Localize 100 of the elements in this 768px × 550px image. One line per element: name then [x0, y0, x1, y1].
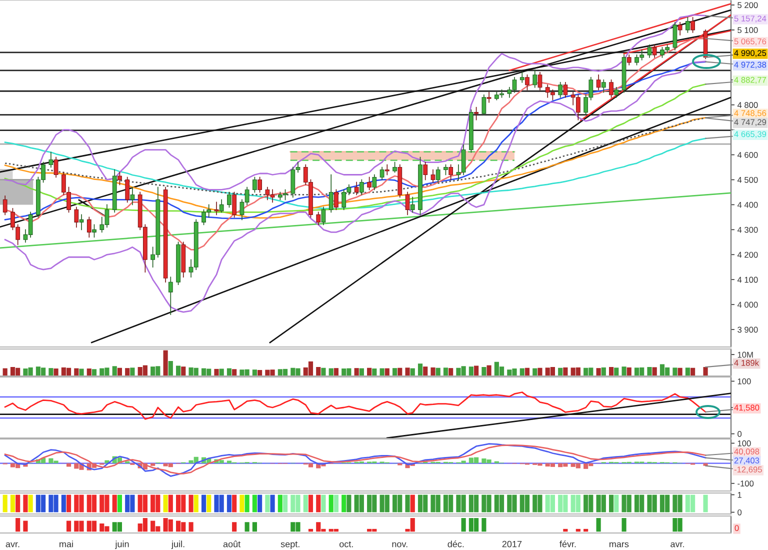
- candlestick: [626, 54, 632, 66]
- bar: [486, 365, 492, 376]
- bar: [316, 367, 321, 376]
- x-tick-label: févr.: [560, 540, 576, 548]
- bar: [232, 522, 237, 532]
- bar: [232, 369, 237, 376]
- bar: [461, 518, 466, 532]
- bar: [652, 367, 657, 376]
- candlestick: [410, 196, 415, 213]
- candlestick: [486, 92, 492, 103]
- bar: [252, 370, 257, 376]
- candlestick: [367, 176, 372, 190]
- candlestick: [258, 176, 262, 193]
- bar: [418, 364, 423, 376]
- x-tick-label: avr.: [6, 542, 20, 548]
- y-tick-label: 4 400: [737, 202, 758, 208]
- candlestick: [558, 82, 563, 98]
- annotation: 4 882,77: [734, 76, 766, 84]
- y-tick-label: 5 200: [738, 2, 758, 8]
- y-tick-label: 100: [738, 440, 751, 446]
- bar: [690, 368, 696, 376]
- bar: [678, 368, 682, 376]
- bar: [188, 522, 194, 532]
- candlestick: [430, 169, 436, 183]
- candlestick: [321, 206, 326, 226]
- candlestick: [652, 44, 657, 58]
- candlestick: [227, 192, 232, 208]
- bar: [16, 518, 20, 532]
- annotation: 4 747,29: [734, 119, 766, 126]
- bar: [219, 368, 224, 376]
- annotation: 4 189k: [734, 360, 760, 366]
- candlestick: [252, 176, 257, 193]
- bar: [244, 522, 250, 532]
- candlestick: [92, 224, 96, 238]
- bar: [423, 366, 428, 376]
- x-tick-label: 2017: [502, 540, 522, 548]
- candlestick: [482, 94, 486, 116]
- candlestick: [647, 44, 652, 58]
- x-tick-label: mai: [60, 540, 73, 548]
- annotation: 27,403: [734, 458, 760, 464]
- bar: [125, 368, 130, 376]
- y-tick-label: 100: [738, 378, 751, 384]
- candlestick: [384, 164, 390, 176]
- bar: [482, 367, 486, 376]
- candlestick: [214, 202, 219, 216]
- candlestick: [474, 106, 478, 120]
- y-tick-label: 1: [738, 492, 742, 498]
- candlestick: [359, 179, 364, 196]
- candlestick: [678, 22, 682, 36]
- bar: [372, 368, 377, 376]
- candlestick: [316, 212, 321, 226]
- candlestick: [596, 74, 601, 90]
- y-tick-label: 0: [738, 509, 742, 516]
- bar: [563, 367, 568, 376]
- bar: [436, 368, 440, 376]
- candlestick: [601, 79, 606, 93]
- candlestick: [79, 214, 84, 230]
- candlestick: [405, 192, 410, 216]
- bar: [367, 368, 372, 376]
- bar: [308, 528, 314, 532]
- bar: [117, 368, 122, 376]
- y-tick-label: 4 500: [737, 176, 758, 183]
- bar: [576, 528, 580, 532]
- candlestick: [520, 72, 524, 83]
- bar: [112, 366, 117, 376]
- bar: [176, 366, 181, 376]
- candlestick: [392, 162, 397, 173]
- annotation: 4 990,25: [734, 50, 766, 57]
- bar: [601, 367, 606, 376]
- candlestick: [532, 69, 538, 88]
- y-tick-label: 0: [738, 430, 742, 437]
- x-tick-label: juil.: [171, 540, 184, 550]
- y-tick-label: 10M: [738, 352, 753, 358]
- bar: [214, 368, 219, 376]
- bar: [524, 368, 530, 376]
- bar: [168, 361, 173, 376]
- candlestick: [372, 174, 377, 190]
- bar: [622, 366, 626, 376]
- candlestick: [525, 74, 530, 90]
- x-tick-label: nov.: [392, 542, 408, 548]
- bar: [482, 518, 486, 532]
- candlestick: [118, 172, 122, 186]
- y-tick-label: 3 900: [738, 326, 758, 333]
- annotation: 5 157,24: [734, 16, 766, 22]
- bar: [23, 520, 28, 532]
- x-tick-label: juin: [115, 540, 129, 550]
- bar: [443, 368, 448, 376]
- bar: [258, 370, 262, 376]
- bar: [626, 367, 632, 376]
- y-tick-label: 4 300: [737, 226, 758, 233]
- candlestick: [168, 276, 173, 315]
- candlestick: [436, 166, 440, 183]
- candlestick: [232, 192, 237, 218]
- candlestick: [328, 174, 334, 213]
- candlestick: [614, 86, 619, 98]
- bar: [563, 528, 568, 532]
- bar: [334, 368, 338, 376]
- bar: [468, 366, 474, 376]
- candlestick: [672, 22, 678, 50]
- candlestick: [334, 189, 338, 210]
